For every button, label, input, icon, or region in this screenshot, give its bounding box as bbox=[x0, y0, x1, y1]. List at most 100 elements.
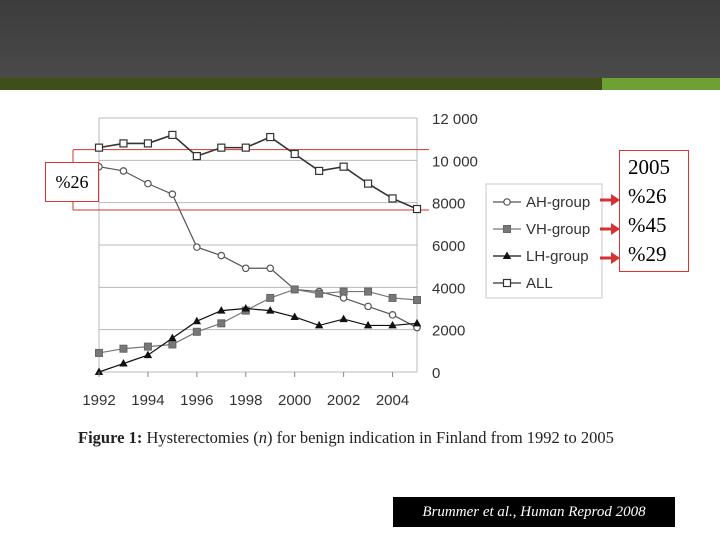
data-point-lh-group bbox=[119, 359, 128, 367]
data-point-vh-group bbox=[266, 293, 275, 302]
figure-caption: Figure 1: Hysterectomies (n) for benign … bbox=[78, 428, 638, 448]
callout-arrow-head bbox=[611, 223, 620, 235]
data-point-lh-group bbox=[339, 314, 348, 323]
data-point-ah-group bbox=[266, 264, 275, 273]
data-point-ah-group bbox=[193, 243, 201, 251]
accent-bar-light bbox=[602, 78, 720, 90]
series-line-vh-group bbox=[98, 288, 418, 354]
legend-marker-vh-group bbox=[503, 225, 511, 233]
caption-n: n bbox=[258, 428, 267, 447]
accent-bar-dark bbox=[0, 78, 602, 90]
data-point-ah-group bbox=[217, 251, 226, 260]
data-point-all bbox=[266, 132, 275, 142]
x-tick-label: 1994 bbox=[131, 392, 164, 409]
callout-arrow-head bbox=[611, 194, 620, 206]
data-point-lh-group bbox=[363, 320, 373, 329]
data-point-all bbox=[363, 179, 373, 188]
citation-box: Brummer et al., Human Reprod 2008 bbox=[393, 497, 675, 527]
data-point-vh-group bbox=[168, 340, 177, 349]
grid-lines bbox=[98, 117, 418, 373]
data-point-ah-group bbox=[119, 167, 128, 175]
data-point-all bbox=[388, 194, 397, 203]
x-tick-label: 1998 bbox=[229, 392, 262, 409]
caption-label: Figure 1: bbox=[78, 428, 143, 447]
data-point-vh-group bbox=[339, 287, 348, 296]
data-point-all bbox=[290, 149, 299, 159]
data-point-all bbox=[168, 130, 177, 140]
highlight-lines bbox=[72, 149, 429, 211]
data-point-lh-group bbox=[192, 316, 202, 325]
data-point-ah-group bbox=[364, 302, 372, 311]
x-tick-label: 2004 bbox=[376, 392, 409, 409]
x-tick-label: 1996 bbox=[180, 392, 213, 409]
data-point-all bbox=[143, 139, 153, 148]
x-tick-label: 2000 bbox=[278, 392, 311, 409]
y-tick-label: 4000 bbox=[432, 280, 465, 297]
data-point-lh-group bbox=[217, 306, 226, 314]
legend-label-ah-group: AH-group bbox=[526, 194, 590, 211]
x-tick-label: 2002 bbox=[327, 392, 360, 409]
legend-label-vh-group: VH-group bbox=[526, 221, 590, 238]
legend: AH-group VH-group LH-group ALL bbox=[485, 183, 603, 299]
data-point-ah-group bbox=[388, 311, 397, 319]
data-point-all bbox=[119, 139, 128, 148]
accent-bar bbox=[0, 78, 720, 90]
top-banner bbox=[0, 0, 720, 78]
data-point-vh-group bbox=[413, 296, 421, 305]
data-point-all bbox=[192, 152, 201, 161]
y-tick-label: 0 bbox=[432, 365, 440, 382]
callout-arrows bbox=[600, 194, 620, 264]
data-point-lh-group bbox=[241, 304, 250, 312]
callout-right-box: 2005 %26 %45 %29 bbox=[619, 150, 689, 272]
data-point-all bbox=[217, 143, 226, 152]
y-tick-label: 10 000 bbox=[432, 153, 478, 170]
x-tick-label: 1992 bbox=[82, 392, 115, 409]
y-tick-label: 12 000 bbox=[432, 111, 478, 128]
data-point-lh-group bbox=[266, 306, 275, 314]
data-point-lh-group bbox=[143, 350, 153, 359]
data-point-lh-group bbox=[314, 320, 324, 329]
data-point-lh-group bbox=[290, 312, 299, 320]
callout-right-vh-percent: %45 bbox=[628, 213, 667, 237]
callout-left-percentage: %26 bbox=[45, 162, 99, 202]
data-point-vh-group bbox=[119, 344, 128, 353]
legend-label-all: ALL bbox=[526, 275, 553, 292]
data-point-ah-group bbox=[241, 264, 250, 273]
data-point-vh-group bbox=[192, 327, 201, 336]
data-point-all bbox=[412, 204, 422, 214]
data-point-all bbox=[339, 162, 348, 171]
data-point-all bbox=[94, 143, 104, 152]
legend-marker-all bbox=[502, 278, 512, 288]
legend-label-lh-group: LH-group bbox=[526, 248, 589, 265]
data-point-lh-group bbox=[412, 318, 422, 327]
data-point-lh-group bbox=[94, 367, 104, 375]
data-point-ah-group bbox=[168, 190, 177, 199]
data-point-vh-group bbox=[95, 348, 103, 357]
y-tick-label: 8000 bbox=[432, 196, 465, 213]
data-point-ah-group bbox=[339, 294, 348, 302]
axis-labels: 0 2000 4000 6000 8000 10 000 12 000 1992 1994 199… bbox=[82, 111, 478, 409]
y-tick-label: 2000 bbox=[432, 323, 465, 340]
callout-right-year: 2005 bbox=[628, 155, 670, 179]
data-point-vh-group bbox=[217, 319, 226, 328]
callout-arrow-head bbox=[611, 252, 620, 264]
callout-right-ah-percent: %26 bbox=[628, 184, 667, 208]
data-point-all bbox=[315, 166, 324, 176]
callout-right-lh-percent: %29 bbox=[628, 242, 667, 266]
series-line-lh-group bbox=[98, 307, 418, 373]
legend-marker-lh-group bbox=[502, 251, 512, 259]
legend-marker-ah-group bbox=[503, 198, 511, 206]
series-layer bbox=[94, 130, 422, 375]
data-point-vh-group bbox=[364, 287, 373, 296]
data-point-all bbox=[241, 143, 250, 152]
data-point-vh-group bbox=[388, 293, 397, 302]
data-point-ah-group bbox=[144, 179, 152, 188]
y-tick-label: 6000 bbox=[432, 238, 465, 255]
series-line-ah-group bbox=[98, 166, 418, 329]
data-point-lh-group bbox=[388, 320, 397, 329]
data-point-lh-group bbox=[168, 333, 177, 342]
caption-text-before: Hysterectomies ( bbox=[142, 428, 259, 447]
data-point-vh-group bbox=[315, 289, 324, 298]
data-point-vh-group bbox=[143, 342, 152, 351]
